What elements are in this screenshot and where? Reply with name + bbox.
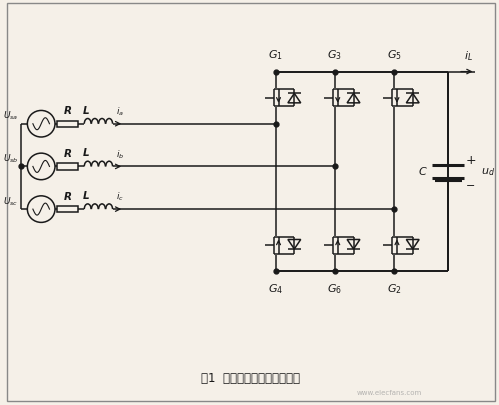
Text: C: C (419, 167, 427, 177)
Text: $G_2$: $G_2$ (387, 281, 401, 295)
Text: $U_{sb}$: $U_{sb}$ (3, 152, 18, 165)
Text: 图1  三相电压型变换器主电路: 图1 三相电压型变换器主电路 (202, 371, 300, 384)
Text: L: L (83, 105, 89, 115)
Text: $G_3$: $G_3$ (327, 48, 342, 62)
Text: www.elecfans.com: www.elecfans.com (356, 389, 422, 395)
Text: L: L (83, 148, 89, 158)
Text: $G_6$: $G_6$ (327, 281, 342, 295)
Text: $u_d$: $u_d$ (481, 166, 495, 178)
Bar (57, 207, 78, 213)
Text: $U_{sc}$: $U_{sc}$ (3, 195, 18, 207)
Text: +: + (465, 153, 476, 166)
Text: $i_b$: $i_b$ (116, 148, 124, 160)
Text: $G_1$: $G_1$ (268, 48, 283, 62)
Text: $-$: $-$ (466, 179, 476, 189)
Bar (57, 164, 78, 170)
Text: $i_c$: $i_c$ (116, 190, 124, 203)
Text: R: R (64, 191, 72, 201)
Text: R: R (64, 106, 72, 116)
Text: $U_{sa}$: $U_{sa}$ (3, 110, 18, 122)
Text: $G_5$: $G_5$ (387, 48, 401, 62)
Bar (57, 122, 78, 128)
Text: $i_L$: $i_L$ (464, 49, 473, 63)
Text: $i_a$: $i_a$ (116, 105, 124, 118)
Text: R: R (64, 149, 72, 158)
Text: L: L (83, 191, 89, 200)
Text: $G_4$: $G_4$ (268, 281, 283, 295)
